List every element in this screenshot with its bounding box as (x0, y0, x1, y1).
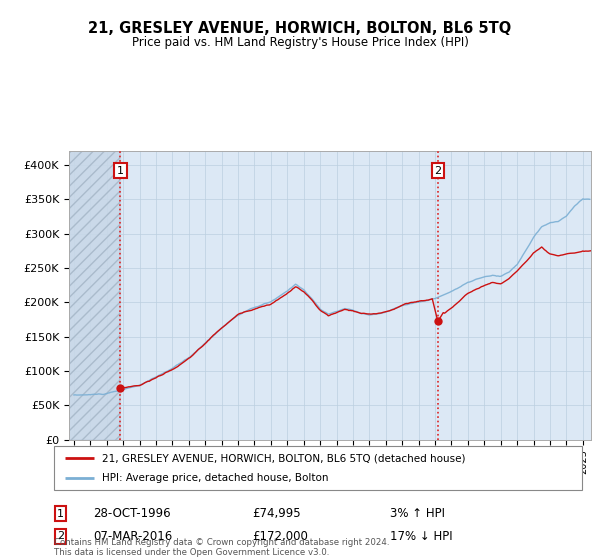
Text: 1: 1 (57, 508, 64, 519)
Text: 21, GRESLEY AVENUE, HORWICH, BOLTON, BL6 5TQ: 21, GRESLEY AVENUE, HORWICH, BOLTON, BL6… (88, 21, 512, 36)
Text: 07-MAR-2016: 07-MAR-2016 (93, 530, 172, 543)
Text: £74,995: £74,995 (252, 507, 301, 520)
Text: 1: 1 (117, 166, 124, 176)
Text: 21, GRESLEY AVENUE, HORWICH, BOLTON, BL6 5TQ (detached house): 21, GRESLEY AVENUE, HORWICH, BOLTON, BL6… (101, 453, 465, 463)
Text: Price paid vs. HM Land Registry's House Price Index (HPI): Price paid vs. HM Land Registry's House … (131, 36, 469, 49)
Text: 3% ↑ HPI: 3% ↑ HPI (390, 507, 445, 520)
Bar (69, 151, 121, 440)
Text: 2: 2 (434, 166, 442, 176)
Text: 17% ↓ HPI: 17% ↓ HPI (390, 530, 452, 543)
Text: £172,000: £172,000 (252, 530, 308, 543)
Text: 2: 2 (57, 531, 64, 542)
Text: HPI: Average price, detached house, Bolton: HPI: Average price, detached house, Bolt… (101, 473, 328, 483)
Bar (69, 151, 121, 440)
Text: 28-OCT-1996: 28-OCT-1996 (93, 507, 170, 520)
Text: Contains HM Land Registry data © Crown copyright and database right 2024.
This d: Contains HM Land Registry data © Crown c… (54, 538, 389, 557)
